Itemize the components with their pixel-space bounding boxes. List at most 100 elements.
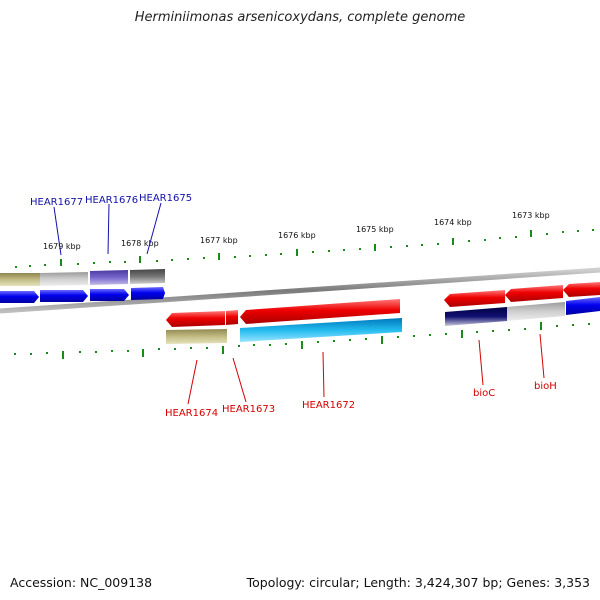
- tick-mark: [280, 253, 282, 255]
- tick-mark: [46, 352, 48, 354]
- tick-mark: [572, 324, 574, 326]
- tick-mark: [187, 258, 189, 260]
- gene-blue-arrow[interactable]: [40, 290, 88, 302]
- tick-mark: [44, 264, 46, 266]
- gene-hear1676[interactable]: [90, 270, 128, 285]
- tick-mark: [429, 334, 431, 336]
- tick-mark: [413, 335, 415, 337]
- tick-mark: [343, 249, 345, 251]
- tick-mark: [365, 338, 367, 340]
- tick-mark: [95, 351, 97, 353]
- tick-mark: [265, 254, 267, 256]
- tick-mark: [476, 331, 478, 333]
- bottom-leader-lines: [187, 333, 545, 405]
- tick-mark: [588, 323, 590, 325]
- gene-gray-right[interactable]: [507, 302, 565, 321]
- tick-mark: [452, 238, 454, 245]
- tick-mark: [317, 341, 319, 343]
- tick-mark: [29, 265, 31, 267]
- gene-gray-left[interactable]: [40, 272, 88, 286]
- gene-red-right[interactable]: [563, 282, 600, 297]
- tick-mark: [546, 233, 548, 235]
- accession-text: Accession: NC_009138: [10, 575, 153, 590]
- gene-red-right[interactable]: [444, 290, 505, 307]
- tick-mark: [381, 336, 383, 344]
- tick-label: 1673 kbp: [512, 211, 550, 220]
- tick-mark: [285, 343, 287, 345]
- gene-label-hear1677[interactable]: HEAR1677: [30, 197, 83, 208]
- gene-label-hear1672[interactable]: HEAR1672: [302, 400, 355, 411]
- bottom-tick-row: [14, 322, 590, 359]
- tick-mark: [238, 345, 240, 347]
- gene-blue-arrow[interactable]: [0, 291, 39, 303]
- tick-mark: [171, 259, 173, 261]
- genome-backbone: [0, 267, 600, 314]
- tick-mark: [158, 348, 160, 350]
- tick-mark: [540, 322, 542, 330]
- tick-mark: [124, 261, 126, 263]
- tick-mark: [333, 340, 335, 342]
- gene-hear1674[interactable]: [166, 311, 225, 327]
- gene-label-hear1673[interactable]: HEAR1673: [222, 404, 275, 415]
- gene-olive-lower[interactable]: [166, 329, 227, 344]
- tick-mark: [461, 330, 463, 338]
- tick-label: 1676 kbp: [278, 231, 316, 240]
- tick-mark: [359, 248, 361, 250]
- tick-mark: [312, 251, 314, 253]
- gene-olive-left[interactable]: [0, 273, 40, 286]
- tick-mark: [499, 237, 501, 239]
- gene-label-bioc[interactable]: bioC: [473, 388, 495, 399]
- tick-mark: [77, 263, 79, 265]
- tick-label: 1674 kbp: [434, 218, 472, 227]
- map-title: Herminiimonas arsenicoxydans, complete g…: [134, 10, 466, 25]
- tick-mark: [562, 231, 564, 233]
- leader-line: [232, 357, 247, 403]
- tick-label: 1679 kbp: [43, 242, 81, 251]
- tick-mark: [222, 346, 224, 354]
- tick-mark: [328, 250, 330, 252]
- tick-mark: [206, 347, 208, 349]
- gene-cyan[interactable]: [240, 318, 402, 342]
- tick-mark: [203, 257, 205, 259]
- tick-mark: [174, 348, 176, 350]
- gene-biocNavy[interactable]: [445, 307, 507, 326]
- leader-line: [539, 333, 545, 379]
- tick-mark: [60, 259, 62, 266]
- leader-line: [187, 359, 198, 405]
- gene-hear1675[interactable]: [130, 269, 165, 284]
- tick-mark: [127, 350, 129, 352]
- gene-label-hear1675[interactable]: HEAR1675: [139, 193, 192, 204]
- tick-mark: [269, 344, 271, 346]
- tick-mark: [406, 245, 408, 247]
- gene-blue-arrow[interactable]: [131, 287, 165, 300]
- gene-blue-arrow[interactable]: [90, 289, 129, 301]
- tick-mark: [79, 351, 81, 353]
- topology-text: Topology: circular; Length: 3,424,307 bp…: [246, 575, 590, 590]
- tick-mark: [349, 339, 351, 341]
- tick-label: 1675 kbp: [356, 225, 394, 234]
- tick-mark: [14, 353, 16, 355]
- tick-label: 1678 kbp: [121, 239, 159, 248]
- tick-mark: [234, 256, 236, 258]
- tick-mark: [218, 253, 220, 260]
- gene-hear1673[interactable]: [226, 310, 238, 325]
- tick-mark: [421, 244, 423, 246]
- gene-label-bioh[interactable]: bioH: [534, 381, 557, 392]
- gene-hear1672[interactable]: [240, 299, 400, 324]
- tick-mark: [556, 325, 558, 327]
- tick-mark: [301, 341, 303, 349]
- tick-mark: [249, 255, 251, 257]
- top-leader-lines: [53, 202, 162, 256]
- tick-mark: [592, 229, 594, 231]
- leader-line: [53, 206, 62, 256]
- tick-mark: [190, 347, 192, 349]
- gene-red-right[interactable]: [505, 285, 563, 302]
- gene-blue-right[interactable]: [566, 297, 600, 315]
- gene-label-hear1676[interactable]: HEAR1676: [85, 195, 138, 206]
- gene-label-hear1674[interactable]: HEAR1674: [165, 408, 218, 419]
- tick-mark: [390, 246, 392, 248]
- leader-line: [478, 339, 484, 386]
- tick-mark: [374, 244, 376, 251]
- leader-line: [322, 351, 325, 398]
